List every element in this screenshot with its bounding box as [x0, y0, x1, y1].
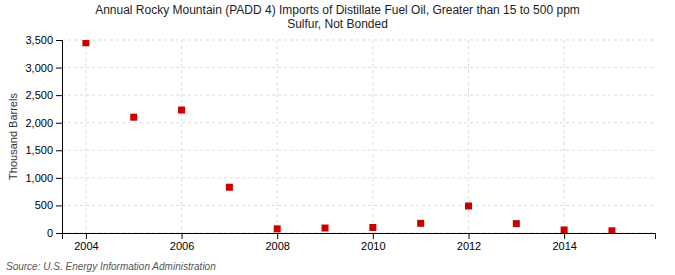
- tick-label: 2,000: [25, 117, 53, 129]
- tick: 2008: [265, 233, 289, 252]
- title-line: Sulfur, Not Bonded: [287, 17, 388, 31]
- axis-domain: [63, 234, 656, 240]
- tick-label: 3,500: [25, 34, 53, 46]
- grid-line-x: [564, 40, 565, 233]
- tick: 3,500: [25, 34, 62, 46]
- plot: 2004 2006 2008 2010 2012 2014 0 500 1,000 1,500 2,…: [25, 34, 655, 252]
- tick-label: 2,500: [25, 89, 53, 101]
- tick: 2010: [361, 233, 385, 252]
- grid-line-y: [62, 40, 655, 41]
- point: [369, 224, 376, 231]
- tick: 2,000: [25, 117, 62, 129]
- grid-line-x: [181, 40, 182, 233]
- tick-label: 1,000: [25, 172, 53, 184]
- tick: 2004: [74, 233, 98, 252]
- tick-mark: [56, 95, 62, 96]
- tick-label: 0: [47, 227, 53, 239]
- tick: 3,000: [25, 62, 62, 74]
- point: [513, 220, 520, 227]
- grid-line-y: [62, 122, 655, 123]
- tick: 2012: [457, 233, 481, 252]
- point: [226, 184, 233, 191]
- chart: 2004 2006 2008 2010 2012 2014 0 500 1,000 1,500 2,…: [0, 0, 675, 275]
- grid-line-x: [372, 40, 373, 233]
- tick-mark: [56, 40, 62, 41]
- tick-label: 3,000: [25, 62, 53, 74]
- point: [178, 107, 185, 114]
- tick-label: 1,500: [25, 144, 53, 156]
- tick: 500: [35, 199, 62, 211]
- tick-mark: [468, 233, 469, 239]
- point: [322, 225, 329, 232]
- grid-line-y: [62, 67, 655, 68]
- tick-mark: [56, 123, 62, 124]
- grid-line-x: [277, 40, 278, 233]
- tick-label: 2012: [457, 240, 481, 252]
- tick: 1,000: [25, 172, 62, 184]
- tick: 2,500: [25, 89, 62, 101]
- tick-label: 2014: [552, 240, 576, 252]
- y-axis: 0 500 1,000 1,500 2,000 2,500 3,000 3,500: [25, 34, 62, 239]
- tick-mark: [373, 233, 374, 239]
- tick-mark: [277, 233, 278, 239]
- point: [130, 114, 137, 121]
- axis-domain: [56, 41, 63, 234]
- tick-label: 2010: [361, 240, 385, 252]
- tick: 2014: [552, 233, 576, 252]
- title-line: Annual Rocky Mountain (PADD 4) Imports o…: [95, 3, 580, 17]
- title: Annual Rocky Mountain (PADD 4) Imports o…: [95, 3, 580, 31]
- point: [417, 220, 424, 227]
- tick-mark: [56, 233, 62, 234]
- grid-line-y: [62, 95, 655, 96]
- tick-label: 2008: [265, 240, 289, 252]
- point: [608, 227, 615, 233]
- point: [82, 40, 89, 46]
- grid-line-y: [62, 177, 655, 178]
- tick-mark: [56, 178, 62, 179]
- tick-label: 2004: [74, 240, 98, 252]
- tick: 2006: [170, 233, 194, 252]
- points: [82, 40, 615, 233]
- tick-label: 500: [35, 199, 53, 211]
- tick-mark: [56, 68, 62, 69]
- tick-mark: [56, 205, 62, 206]
- point: [274, 225, 281, 232]
- grid-line-y: [62, 150, 655, 151]
- grid: [62, 40, 655, 233]
- tick-mark: [182, 233, 183, 239]
- tick-mark: [56, 150, 62, 151]
- grid-line-y: [62, 205, 655, 206]
- grid-line-x: [85, 40, 86, 233]
- y-axis-label: Thousand Barrels: [7, 93, 19, 180]
- tick-mark: [86, 233, 87, 239]
- point: [561, 226, 568, 233]
- tick-mark: [564, 233, 565, 239]
- tick-label: 2006: [170, 240, 194, 252]
- annotation: Source: U.S. Energy Information Administ…: [6, 261, 216, 272]
- tick: 1,500: [25, 144, 62, 156]
- point: [465, 202, 472, 209]
- x-axis: 2004 2006 2008 2010 2012 2014: [63, 233, 656, 252]
- tick: 0: [47, 227, 62, 239]
